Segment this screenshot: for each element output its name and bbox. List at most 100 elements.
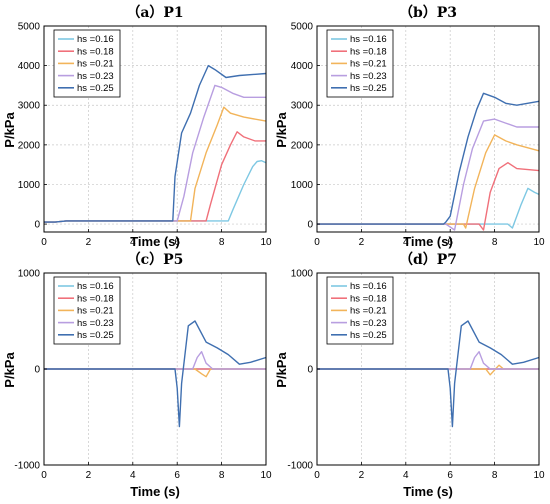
series-line-2 [44, 106, 267, 223]
y-tick-label: 3000 [291, 101, 314, 112]
legend-label: hs =0.16 [350, 281, 387, 292]
series-line-0 [317, 187, 540, 229]
panel-title: （a）P1 [126, 5, 183, 21]
legend-label: hs =0.25 [350, 83, 387, 94]
y-axis-label: P/kPa [274, 112, 289, 148]
legend-label: hs =0.16 [77, 34, 114, 45]
y-tick-label: 1000 [18, 180, 41, 191]
x-tick-label: 10 [260, 237, 272, 248]
x-tick-label: 0 [314, 237, 320, 248]
legend-label: hs =0.25 [77, 330, 114, 341]
legend-label: hs =0.21 [350, 306, 387, 317]
y-tick-label: 5000 [18, 22, 41, 33]
legend-label: hs =0.18 [77, 293, 114, 304]
x-tick-label: 4 [403, 237, 409, 248]
x-tick-label: 6 [447, 470, 453, 481]
legend-label: hs =0.18 [350, 46, 387, 57]
x-axis-label: Time (s) [403, 234, 453, 249]
y-tick-label: -1000 [14, 461, 40, 472]
x-axis-label: Time (s) [130, 484, 180, 499]
y-tick-label: 2000 [18, 140, 41, 151]
chart-panel-0: 0 2 4 6 8 10 0 1000 2000 3000 4000 5000 （a）P1 Time (s… [2, 5, 272, 249]
legend-label: hs =0.21 [350, 59, 387, 70]
series-line-4 [317, 320, 540, 428]
legend-label: hs =0.21 [77, 59, 114, 70]
series-line-4 [44, 320, 267, 428]
x-tick-label: 0 [41, 470, 47, 481]
series-line-3 [44, 84, 266, 223]
legend-label: hs =0.23 [350, 71, 387, 82]
legend-label: hs =0.25 [77, 83, 114, 94]
x-tick-label: 0 [314, 470, 320, 481]
plot-frame [316, 25, 540, 233]
legend-label: hs =0.18 [77, 46, 114, 57]
x-tick-label: 4 [130, 237, 136, 248]
series-line-1 [317, 161, 540, 231]
y-tick-label: 0 [34, 220, 40, 231]
legend-label: hs =0.23 [77, 318, 114, 329]
legend-label: hs =0.18 [350, 293, 387, 304]
x-tick-label: 2 [359, 470, 365, 481]
y-tick-label: 5000 [291, 22, 314, 33]
chart-panel-1: 0 2 4 6 8 10 0 1000 2000 3000 4000 5000 （b）P3 Time (s… [274, 5, 545, 249]
y-tick-label: 1000 [291, 269, 314, 280]
x-tick-label: 8 [219, 237, 225, 248]
y-tick-label: 0 [307, 365, 313, 376]
x-tick-label: 4 [130, 470, 136, 481]
x-tick-label: 2 [86, 470, 92, 481]
series-line-2 [317, 134, 540, 229]
legend-label: hs =0.23 [350, 318, 387, 329]
x-tick-label: 8 [492, 470, 498, 481]
x-tick-label: 6 [174, 237, 180, 248]
y-tick-label: 3000 [18, 101, 41, 112]
x-tick-label: 0 [41, 237, 47, 248]
x-axis-label: Time (s) [130, 234, 180, 249]
y-tick-label: 1000 [18, 269, 41, 280]
series-line-4 [44, 64, 267, 223]
legend-label: hs =0.16 [77, 281, 114, 292]
series-line-3 [317, 118, 539, 231]
series-line-4 [317, 92, 540, 225]
y-tick-label: -1000 [287, 461, 313, 472]
x-axis-label: Time (s) [403, 484, 453, 499]
y-axis-label: P/kPa [2, 352, 17, 388]
series-line-0 [44, 159, 267, 223]
x-tick-label: 6 [447, 237, 453, 248]
x-tick-label: 10 [533, 237, 545, 248]
legend-label: hs =0.25 [350, 330, 387, 341]
legend-label: hs =0.21 [77, 306, 114, 317]
x-tick-label: 10 [260, 470, 272, 481]
x-tick-label: 2 [359, 237, 365, 248]
legend-label: hs =0.16 [350, 34, 387, 45]
panel-title: （d）P7 [399, 252, 457, 268]
y-axis-label: P/kPa [2, 112, 17, 148]
y-tick-label: 4000 [291, 61, 314, 72]
series-line-2 [44, 368, 266, 378]
plot-frame [43, 25, 267, 233]
y-tick-label: 4000 [18, 61, 41, 72]
x-tick-label: 10 [533, 470, 545, 481]
panel-title: （c）P5 [127, 252, 184, 268]
legend-label: hs =0.23 [77, 71, 114, 82]
series-line-3 [44, 351, 266, 370]
x-tick-label: 8 [492, 237, 498, 248]
series-line-2 [317, 364, 539, 376]
panel-title: （b）P3 [399, 5, 457, 21]
y-tick-label: 0 [34, 365, 40, 376]
series-line-3 [317, 351, 539, 370]
x-tick-label: 4 [403, 470, 409, 481]
y-tick-label: 0 [307, 220, 313, 231]
x-tick-label: 2 [86, 237, 92, 248]
x-tick-label: 8 [219, 470, 225, 481]
x-tick-label: 6 [174, 470, 180, 481]
y-axis-label: P/kPa [274, 352, 289, 388]
y-tick-label: 2000 [291, 140, 314, 151]
y-tick-label: 1000 [291, 180, 314, 191]
